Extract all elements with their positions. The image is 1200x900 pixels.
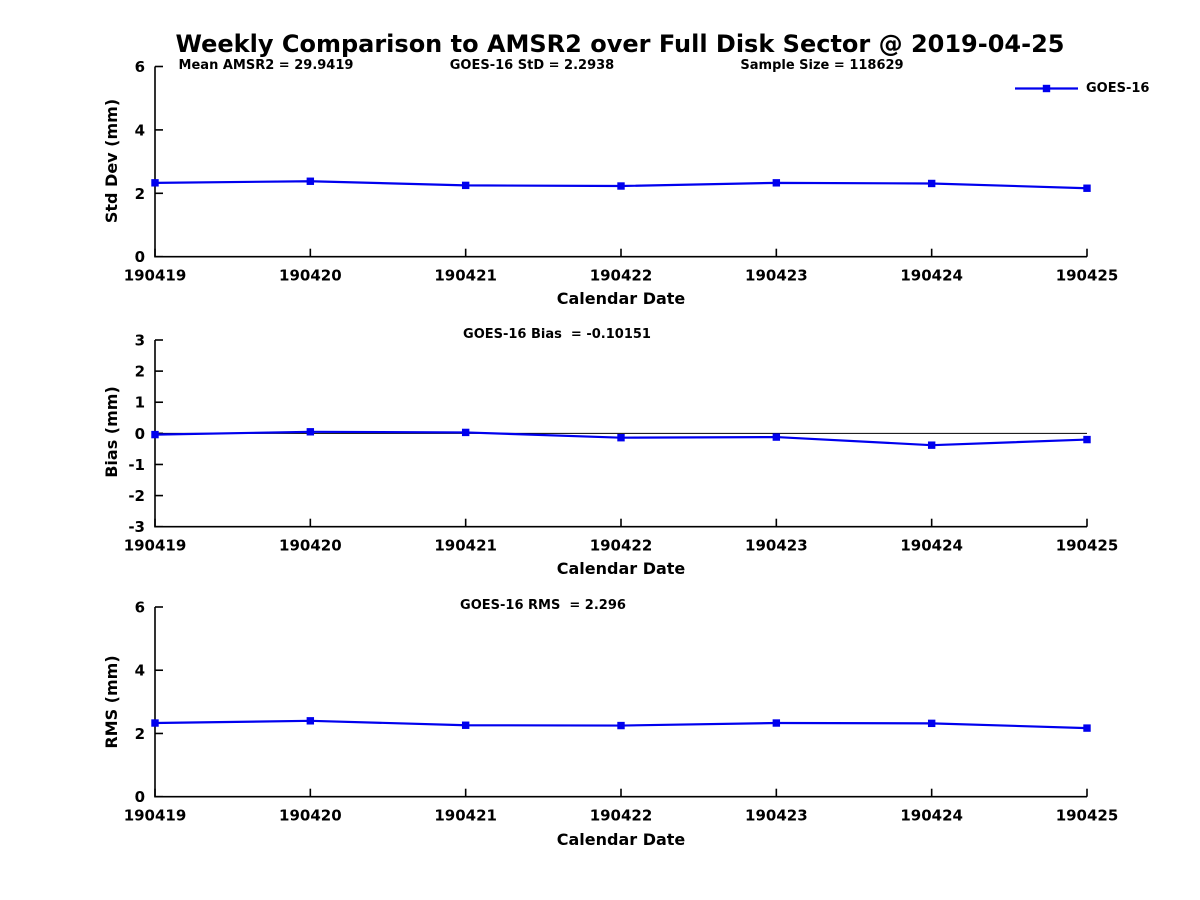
y-tick-label: 2: [135, 725, 145, 743]
axis-spines: [154, 66, 1087, 258]
y-tick-label: 0: [135, 788, 145, 806]
x-tick-label: 190423: [745, 267, 808, 285]
annotation-goes16-std: GOES-16 StD = 2.2938: [449, 58, 615, 73]
x-tick-label: 190423: [745, 537, 808, 555]
annotation-goes16-bias: GOES-16 Bias = -0.10151: [463, 327, 651, 342]
y-tick-label: -1: [128, 456, 145, 474]
x-tick-label: 190422: [590, 537, 653, 555]
series-marker: [772, 719, 781, 727]
series-marker: [306, 717, 315, 725]
series-marker: [306, 177, 315, 185]
y-tick-label: 3: [135, 332, 145, 350]
x-tick-label: 190422: [590, 267, 653, 285]
y-tick-label: 4: [135, 121, 145, 139]
series-marker: [617, 721, 625, 730]
series-marker: [1083, 435, 1091, 444]
y-tick-label: 0: [135, 248, 145, 266]
x-tick-label: 190425: [1056, 537, 1119, 555]
y-tick-label: -2: [128, 487, 145, 505]
x-tick-label: 190424: [900, 267, 963, 285]
series-marker: [151, 430, 159, 439]
y-tick-label: 2: [135, 185, 145, 203]
chart-std-dev-weekly: 0 2 4 6 190419 190420 190421 190422 190423 190424…: [124, 58, 1119, 285]
y-axis-label-bias: Bias (mm): [102, 386, 121, 478]
y-tick-label: 0: [135, 425, 145, 443]
x-tick-label: 190420: [279, 267, 342, 285]
y-tick-label: 4: [135, 662, 145, 680]
series-marker: [617, 182, 625, 190]
y-axis-label-std-dev: Std Dev (mm): [102, 98, 121, 224]
x-tick-label: 190425: [1056, 807, 1119, 825]
series-marker: [927, 719, 936, 728]
legend-label-goes16: GOES-16: [1086, 81, 1150, 96]
series-marker: [306, 428, 315, 436]
series-marker: [151, 179, 159, 187]
x-tick-label: 190421: [434, 807, 497, 825]
x-axis-label-calendar-date-3: Calendar Date: [556, 830, 686, 849]
axis-spines: [154, 607, 1087, 798]
annotation-goes16-rms: GOES-16 RMS = 2.296: [460, 598, 626, 613]
series-marker: [461, 181, 470, 190]
series-marker: [1083, 724, 1091, 732]
x-tick-label: 190421: [434, 267, 497, 285]
x-tick-label: 190424: [900, 807, 963, 825]
x-tick-label: 190419: [124, 537, 187, 555]
series-marker: [772, 179, 781, 187]
series-marker: [772, 433, 781, 441]
figure-title: Weekly Comparison to AMSR2 over Full Dis…: [175, 30, 1065, 58]
x-tick-label: 190425: [1056, 267, 1119, 285]
x-tick-label: 190424: [900, 537, 963, 555]
x-tick-label: 190419: [124, 807, 187, 825]
series-marker: [461, 721, 470, 729]
annotation-sample-size: Sample Size = 118629: [740, 58, 904, 73]
series-marker: [151, 719, 159, 727]
y-tick-label: -3: [128, 518, 145, 536]
series-marker: [461, 428, 470, 437]
x-tick-label: 190422: [590, 807, 653, 825]
chart-rms-weekly: 0 2 4 6 190419 190420 190421 190422 190423 190424…: [124, 599, 1119, 825]
series-marker: [617, 434, 625, 442]
y-tick-label: 2: [135, 363, 145, 381]
x-tick-label: 190420: [279, 807, 342, 825]
x-axis-label-calendar-date-2: Calendar Date: [556, 559, 686, 578]
x-tick-label: 190419: [124, 267, 187, 285]
series-marker: [927, 441, 936, 449]
y-tick-label: 6: [135, 599, 145, 617]
x-tick-label: 190421: [434, 537, 497, 555]
annotation-mean-amsr2: Mean AMSR2 = 29.9419: [178, 58, 354, 73]
x-tick-label: 190420: [279, 537, 342, 555]
y-axis-label-rms: RMS (mm): [102, 655, 121, 749]
y-tick-label: 6: [135, 58, 145, 76]
series-marker: [927, 179, 936, 188]
x-axis-label-calendar-date-1: Calendar Date: [556, 289, 686, 308]
legend-marker-sample: [1042, 84, 1051, 93]
y-tick-label: 1: [135, 394, 145, 412]
series-marker: [1083, 184, 1091, 192]
x-tick-label: 190423: [745, 807, 808, 825]
